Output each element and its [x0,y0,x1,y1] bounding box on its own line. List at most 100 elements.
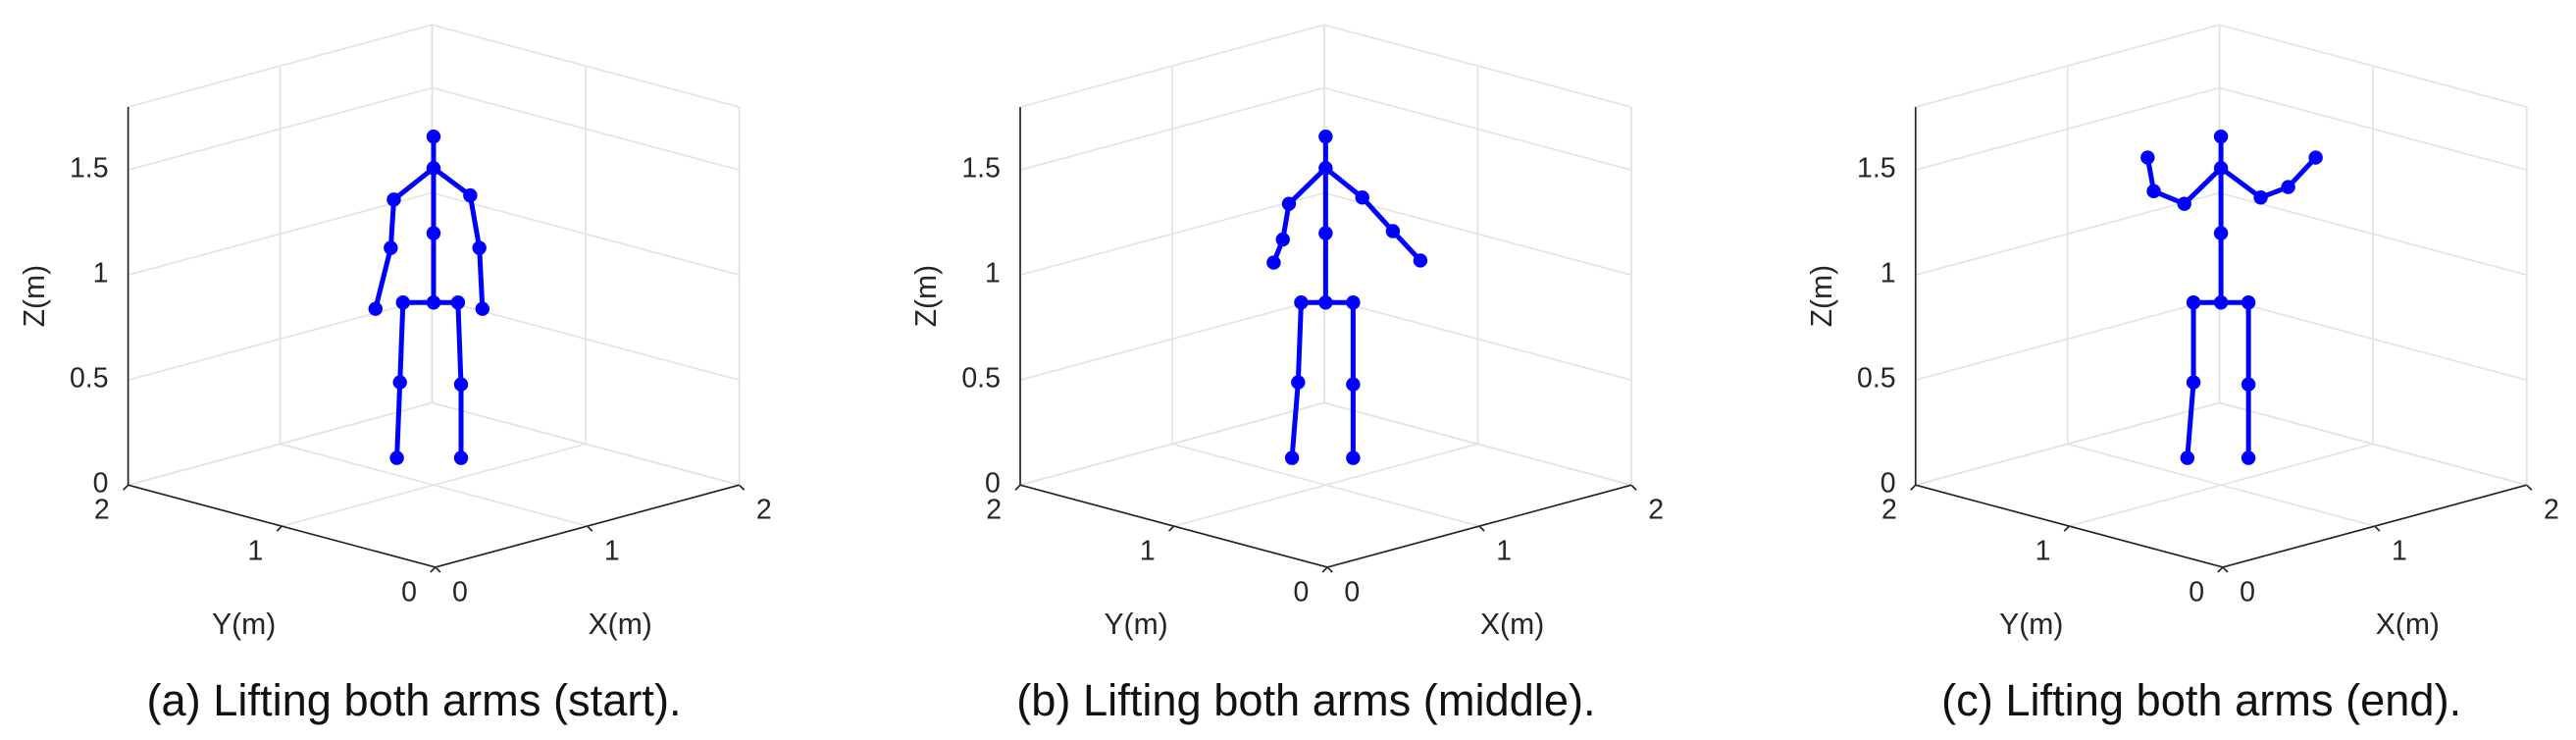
joint [450,295,466,310]
bone [431,165,473,198]
x-tick-mark [739,484,746,491]
x-tick-mark [435,566,441,573]
z-axis-label: Z(m) [910,265,943,328]
z-tick-label: 1.5 [1857,153,1896,185]
x-tick-label: 0 [2240,576,2255,608]
z-tick-label: 1 [93,258,109,290]
joint [2253,190,2268,205]
caption: (b) Lifting both arms (middle). [1016,675,1595,725]
z-tick-label: 0 [1880,468,1896,500]
x-axis-label: X(m) [2376,608,2440,641]
y-tick-label: 2 [1881,495,1897,526]
z-axis-label: Z(m) [1806,265,1838,328]
joint [1275,232,1290,247]
x-tick-mark [1630,484,1637,491]
z-tick-label: 1.5 [961,153,1001,185]
y-grid-line [282,443,587,527]
x-tick-label: 1 [1496,535,1512,566]
y-grid-line [1173,443,1478,527]
y-tick-label: 2 [94,495,110,526]
x-axis [2222,484,2527,568]
bone [467,192,483,251]
joint [384,240,398,255]
joint [368,301,383,316]
x-tick-label: 1 [604,535,620,566]
x-tick-mark [2222,566,2229,573]
y-tick-mark [1014,484,1021,491]
x-axis-label: X(m) [589,608,652,641]
y-tick-label: 0 [1293,576,1309,608]
joint [1346,377,1361,392]
joint [2241,450,2256,465]
x-tick-mark [587,525,593,532]
y-tick-mark [2217,566,2224,573]
x-axis [1326,484,1632,568]
y-axis [128,484,437,568]
joint [1318,161,1333,176]
bone [1289,380,1301,461]
bone [397,299,406,386]
joint [2213,295,2229,310]
z-tick-label: 1 [985,258,1001,290]
y-tick-label: 1 [2035,535,2051,566]
z-tick-label: 1 [1880,258,1896,290]
y-tick-mark [276,525,283,532]
bone [2185,380,2196,461]
z-axis-label: Z(m) [19,265,51,328]
x-axis-label: X(m) [1480,608,1544,641]
joint [426,226,441,240]
joint [389,450,404,465]
bone [1295,299,1304,386]
y-axis-label: Y(m) [1999,608,2063,641]
joint [2146,184,2161,199]
caption: (a) Lifting both arms (start). [146,675,681,725]
joint [386,192,401,207]
joint [2213,129,2229,144]
y-grid-line [1915,401,2220,487]
joint [426,129,441,144]
y-tick-mark [1167,525,1175,532]
y-grid-line [1019,401,1325,487]
bone [455,299,464,388]
joint [2186,375,2201,390]
y-axis [1915,484,2224,568]
x-tick-mark [1478,525,1485,532]
joint [472,240,487,255]
joint [2213,161,2229,176]
y-tick-mark [123,484,129,491]
joint [2241,377,2256,392]
x-tick-label: 0 [452,576,468,608]
joint [463,187,478,203]
bone [1360,194,1396,234]
z-tick-label: 0 [985,468,1001,500]
z-tick-label: 1.5 [70,153,109,185]
y-tick-label: 1 [248,535,264,566]
joint [1291,375,1306,390]
bone [394,380,403,461]
z-tick-label: 0.5 [961,363,1001,395]
joint [1346,450,1361,465]
x-tick-label: 2 [1648,495,1664,526]
joint [1284,450,1300,465]
joint [1346,295,1361,310]
x-axis [435,484,740,568]
x-tick-mark [1326,566,1333,573]
y-tick-label: 0 [401,576,417,608]
joint [1318,129,1333,144]
y-axis-label: Y(m) [212,608,276,641]
y-axis [1019,484,1328,568]
y-grid-line [128,401,433,487]
bone [387,196,396,251]
joint [2180,450,2195,465]
x-tick-label: 2 [2544,495,2559,526]
y-tick-mark [1910,484,1917,491]
bone [373,245,393,312]
joint [1294,295,1309,310]
joint [395,295,411,310]
y-tick-mark [1321,566,1328,573]
bone [2218,165,2264,200]
x-tick-mark [2526,484,2533,491]
x-tick-mark [2374,525,2381,532]
